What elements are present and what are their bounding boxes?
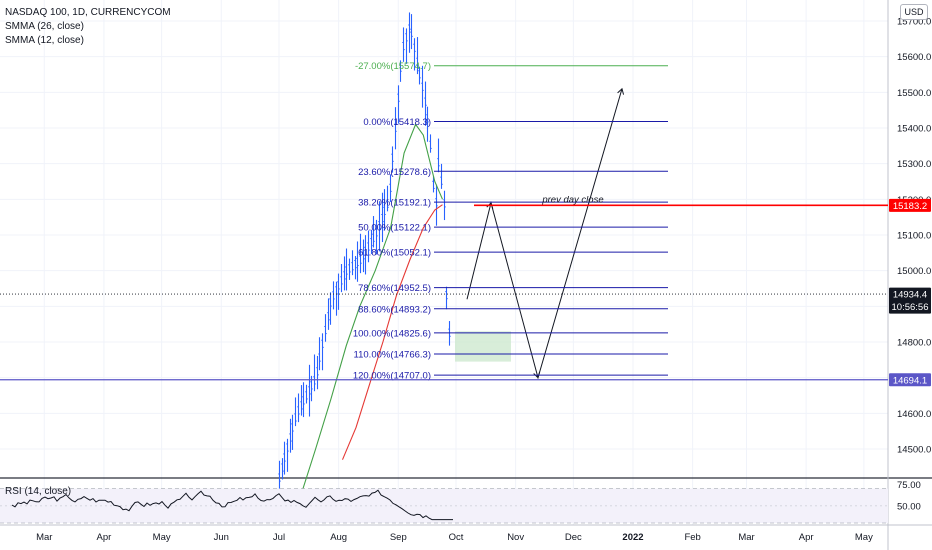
price-tag-red: 15183.2	[893, 201, 927, 212]
time-axis-label: Sep	[390, 532, 407, 543]
time-axis-label: Feb	[684, 532, 700, 543]
fib-level-label: 100.00%(14825.6)	[353, 328, 431, 339]
legend-smma-12: SMMA (12, close)	[5, 35, 84, 46]
projection-path	[466, 88, 623, 380]
price-tag-current-bg	[889, 287, 931, 314]
time-axis-label: Oct	[449, 532, 464, 543]
smma-lines	[295, 123, 444, 510]
fib-level-label: 61.80%(15052.1)	[358, 248, 431, 259]
time-axis-label: Dec	[565, 532, 582, 543]
rsi-line	[11, 489, 453, 521]
fib-level-label: 78.60%(14952.5)	[358, 283, 431, 294]
rsi-pane	[0, 488, 888, 524]
legend-title: NASDAQ 100, 1D, CURRENCYCOM	[5, 7, 171, 18]
smma-12-line	[295, 123, 444, 510]
projection-arrows	[455, 87, 625, 380]
chart-legend: NASDAQ 100, 1D, CURRENCYCOM SMMA (26, cl…	[5, 6, 171, 48]
time-axis-label: Aug	[330, 532, 347, 543]
fib-level-label: 38.20%(15192.1)	[358, 198, 431, 209]
time-axis-label: Jul	[273, 532, 285, 543]
fib-level-label: 120.00%(14707.0)	[353, 371, 431, 382]
price-axis-label: 14600.0	[897, 409, 931, 420]
fib-level-label: 0.00%(15418.3)	[363, 117, 431, 128]
price-axis-label: 14800.0	[897, 338, 931, 349]
rsi-band	[0, 488, 888, 523]
target-zone	[455, 331, 511, 362]
currency-badge[interactable]: USD	[900, 4, 928, 20]
price-axis-label: 15500.0	[897, 88, 931, 99]
price-axis-label: 15000.0	[897, 266, 931, 277]
price-axis-label: 15600.0	[897, 52, 931, 63]
smma-26-line	[341, 204, 443, 460]
time-axis-label: Mar	[36, 532, 52, 543]
price-axis-label: 15700.0	[897, 17, 931, 28]
price-tag-blue: 14694.1	[893, 375, 927, 386]
fib-level-label: 110.00%(14766.3)	[354, 350, 431, 361]
price-tag-red-bg	[889, 198, 931, 212]
axes: 15700.015600.015500.015400.015300.015200…	[36, 17, 931, 544]
arrow-head	[617, 87, 625, 95]
rsi-axis-label: 50.00	[897, 501, 921, 512]
legend-smma-26: SMMA (26, close)	[5, 21, 84, 32]
time-axis-label: Mar	[738, 532, 754, 543]
price-axis-label: 15100.0	[897, 231, 931, 242]
fibonacci-levels: -27.00%(15574.7) 0.00%(15418.3) 23.60%(152…	[0, 61, 888, 382]
fib-level-label: 23.60%(15278.6)	[358, 167, 431, 178]
price-axis-label: 15300.0	[897, 159, 931, 170]
price-tag-current-countdown: 10:56:56	[892, 302, 929, 313]
rsi-axis-label: 75.00	[897, 480, 921, 491]
fib-level-label: 50.00%(15122.1)	[358, 223, 431, 234]
time-axis-label: Nov	[507, 532, 524, 543]
time-axis-label: Apr	[97, 532, 112, 543]
fib-level-label: 88.60%(14893.2)	[358, 304, 431, 315]
prev-day-close-label: prev day close	[541, 194, 603, 205]
price-axis-label: 15400.0	[897, 124, 931, 135]
time-axis-label: Jun	[214, 532, 229, 543]
price-tag-current: 14934.4	[893, 290, 927, 301]
price-axis-label: 14500.0	[897, 445, 931, 456]
price-tag-blue-bg	[889, 373, 931, 387]
time-axis-label: Apr	[799, 532, 814, 543]
time-axis-label: May	[855, 532, 873, 543]
fib-level-label: -27.00%(15574.7)	[355, 61, 431, 72]
time-axis-label: May	[153, 532, 171, 543]
legend-rsi: RSI (14, close)	[5, 486, 72, 497]
time-axis-label: 2022	[622, 532, 643, 543]
